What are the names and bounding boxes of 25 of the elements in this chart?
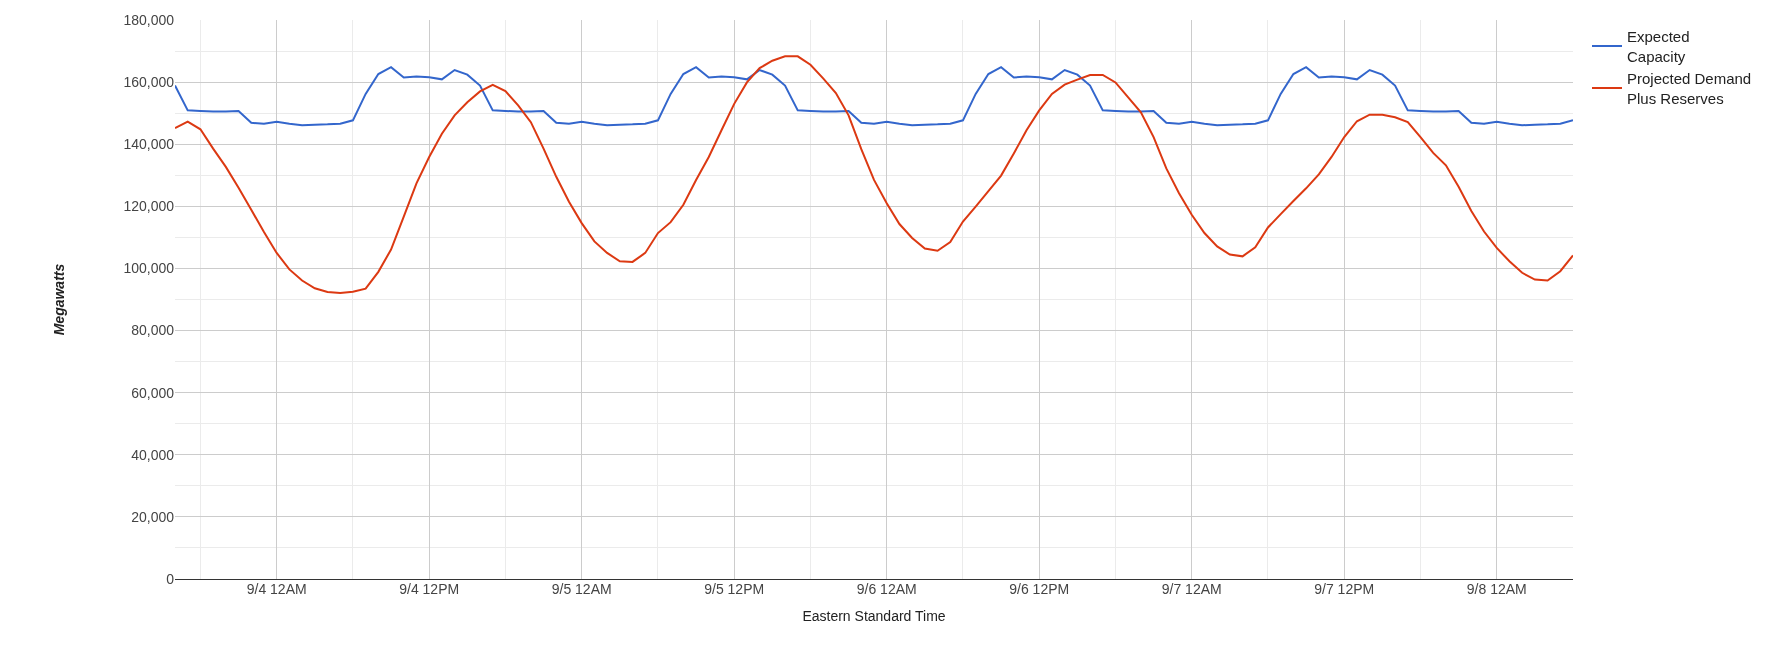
y-tick-label: 160,000 [123, 74, 175, 91]
x-tick-label: 9/7 12AM [1161, 581, 1222, 597]
y-tick-label: 180,000 [123, 11, 175, 28]
x-axis-title: Eastern Standard Time [802, 608, 946, 625]
line-series [175, 55, 1573, 294]
line-series [175, 66, 1573, 127]
y-tick-label: 80,000 [131, 322, 175, 339]
x-tick-label: 9/8 12AM [1466, 581, 1527, 597]
x-tick-label: 9/4 12AM [246, 581, 307, 597]
y-tick-label: 0 [166, 570, 175, 587]
y-axis-title: Megawatts [50, 263, 67, 336]
y-tick-label: 140,000 [123, 136, 175, 153]
x-tick-label: 9/4 12PM [399, 581, 460, 597]
legend-label: Expected Capacity [1626, 28, 1690, 65]
y-tick-label: 120,000 [123, 198, 175, 215]
legend-label: Projected Demand Plus Reserves [1626, 70, 1752, 107]
y-tick-label: 100,000 [123, 260, 175, 277]
x-tick-label: 9/7 12PM [1314, 581, 1375, 597]
y-tick-label: 40,000 [131, 446, 175, 463]
y-tick-label: 60,000 [131, 384, 175, 401]
x-tick-label: 9/5 12AM [551, 581, 612, 597]
x-tick-label: 9/6 12AM [856, 581, 917, 597]
y-tick-label: 20,000 [131, 508, 175, 525]
x-tick-label: 9/6 12PM [1009, 581, 1070, 597]
x-tick-label: 9/5 12PM [704, 581, 765, 597]
